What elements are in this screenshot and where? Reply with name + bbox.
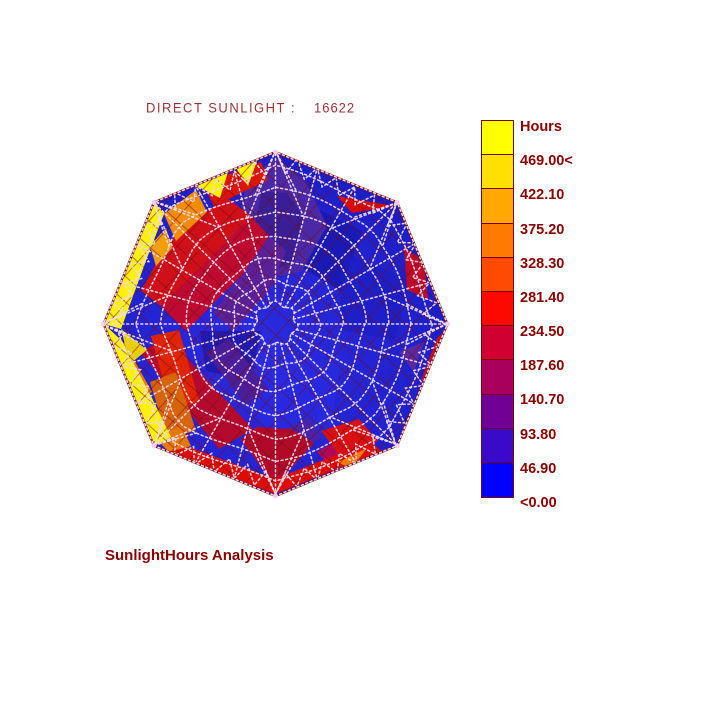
mesh-vertex-node-7 [394,443,400,448]
mesh-vertex-node-5 [151,443,157,448]
mesh-vertex-node-0 [445,321,450,327]
mesh-patch-3 [340,250,410,340]
wireframe-web [103,152,448,496]
mesh-vertex-node-6 [273,493,278,499]
analysis-type-label: SunlightHours Analysis [105,547,274,564]
mesh-patch-22 [164,190,207,241]
mesh-patch-18 [321,419,378,457]
chart-title-value: 16622 [313,100,356,116]
chart-title-label: DIRECT SUNLIGHT : [146,100,296,116]
chart-title: DIRECT SUNLIGHT : 16622 [146,100,355,117]
mesh-vertex-node-1 [394,200,400,205]
mesh-vertex-node-3 [151,200,157,205]
mesh-body [103,152,448,496]
mesh-patch-24 [150,372,196,441]
mesh-vertex-node-2 [273,149,278,155]
mesh-patch-16 [151,330,199,412]
mesh-vertex-node-4 [101,321,106,327]
mesh-patch-27 [150,228,172,266]
mesh-patch-12 [241,427,314,486]
mesh-patch-30 [197,172,228,198]
mesh-patch-34 [121,329,147,364]
